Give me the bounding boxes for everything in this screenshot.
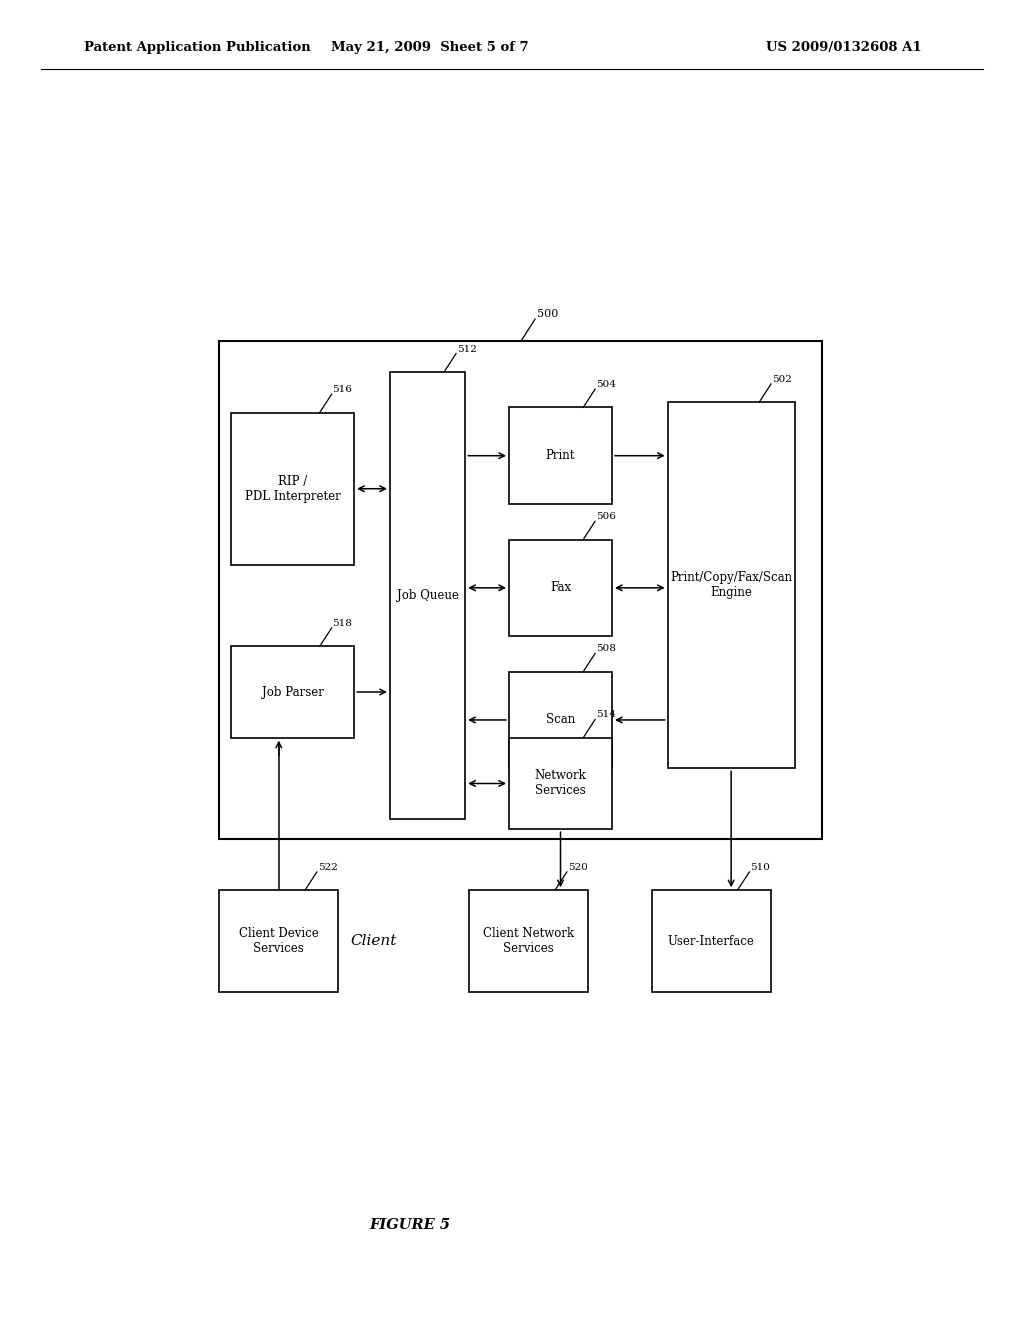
Bar <box>509 540 612 636</box>
Text: 508: 508 <box>596 644 615 653</box>
Text: Print/Copy/Fax/Scan
Engine: Print/Copy/Fax/Scan Engine <box>670 572 793 599</box>
Bar <box>219 342 822 840</box>
Bar <box>509 408 612 504</box>
Text: 504: 504 <box>596 380 615 389</box>
Bar <box>231 412 354 565</box>
Text: FIGURE 5: FIGURE 5 <box>369 1218 451 1232</box>
Text: Scan: Scan <box>546 714 575 726</box>
Text: Client: Client <box>351 935 397 948</box>
Text: Job Parser: Job Parser <box>262 685 324 698</box>
Text: Client Network
Services: Client Network Services <box>483 927 574 956</box>
Text: Network
Services: Network Services <box>535 770 587 797</box>
Text: 512: 512 <box>457 345 477 354</box>
Bar <box>390 372 465 818</box>
Text: 500: 500 <box>537 309 558 319</box>
Text: 522: 522 <box>317 863 338 873</box>
Text: US 2009/0132608 A1: US 2009/0132608 A1 <box>766 41 922 54</box>
Text: Client Device
Services: Client Device Services <box>239 927 318 956</box>
Bar <box>509 738 612 829</box>
Text: User-Interface: User-Interface <box>668 935 755 948</box>
Text: Patent Application Publication: Patent Application Publication <box>84 41 310 54</box>
Bar <box>231 647 354 738</box>
Bar <box>469 890 588 991</box>
Text: 516: 516 <box>333 385 352 395</box>
Text: Job Queue: Job Queue <box>396 589 459 602</box>
Bar <box>668 403 795 768</box>
Text: 506: 506 <box>596 512 615 521</box>
Text: May 21, 2009  Sheet 5 of 7: May 21, 2009 Sheet 5 of 7 <box>332 41 528 54</box>
Text: Print: Print <box>546 449 575 462</box>
Bar <box>509 672 612 768</box>
Bar <box>219 890 338 991</box>
Text: 510: 510 <box>751 863 770 873</box>
Bar <box>652 890 771 991</box>
Text: 514: 514 <box>596 710 615 719</box>
Text: RIP /
PDL Interpreter: RIP / PDL Interpreter <box>245 475 341 503</box>
Text: 520: 520 <box>567 863 588 873</box>
Text: 518: 518 <box>333 619 352 628</box>
Text: Fax: Fax <box>550 581 571 594</box>
Text: 502: 502 <box>772 375 792 384</box>
